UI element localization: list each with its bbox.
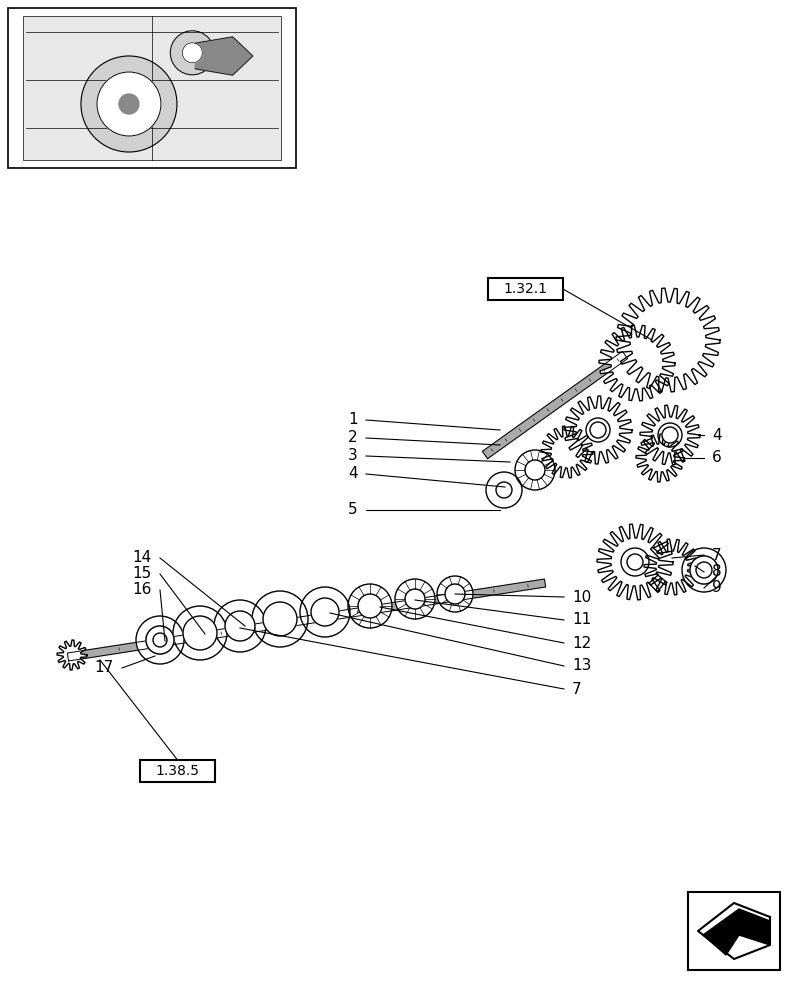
- Polygon shape: [57, 640, 87, 670]
- Circle shape: [182, 43, 202, 63]
- Text: 10: 10: [571, 589, 590, 604]
- Circle shape: [81, 56, 177, 152]
- Polygon shape: [482, 351, 627, 459]
- Text: 4: 4: [711, 428, 721, 442]
- Text: 5: 5: [348, 502, 358, 518]
- Circle shape: [444, 584, 465, 604]
- Circle shape: [311, 598, 338, 626]
- Text: 15: 15: [132, 566, 152, 582]
- Text: 11: 11: [571, 612, 590, 628]
- Polygon shape: [702, 909, 769, 955]
- Circle shape: [182, 616, 217, 650]
- Circle shape: [358, 594, 381, 618]
- Circle shape: [97, 72, 161, 136]
- Text: 8: 8: [711, 564, 721, 580]
- Bar: [487, 278, 562, 300]
- Text: 1.38.5: 1.38.5: [156, 764, 200, 778]
- Polygon shape: [195, 37, 252, 75]
- Polygon shape: [635, 434, 683, 482]
- Circle shape: [695, 562, 711, 578]
- Circle shape: [135, 616, 184, 664]
- Circle shape: [405, 589, 424, 609]
- Circle shape: [152, 633, 167, 647]
- Circle shape: [173, 606, 227, 660]
- Text: 1.32.1: 1.32.1: [503, 282, 547, 296]
- Circle shape: [348, 584, 392, 628]
- Polygon shape: [596, 524, 672, 600]
- Bar: [687, 892, 779, 970]
- Circle shape: [514, 450, 554, 490]
- Text: 4: 4: [348, 466, 358, 482]
- Polygon shape: [639, 405, 699, 465]
- Circle shape: [119, 94, 139, 114]
- Text: 1: 1: [348, 412, 358, 428]
- Bar: [139, 760, 215, 782]
- Circle shape: [661, 427, 677, 443]
- Circle shape: [620, 548, 648, 576]
- Text: 13: 13: [571, 658, 590, 674]
- Polygon shape: [616, 288, 719, 392]
- Polygon shape: [540, 426, 592, 478]
- Circle shape: [214, 600, 266, 652]
- Circle shape: [689, 556, 717, 584]
- Text: 7: 7: [711, 548, 721, 562]
- Circle shape: [146, 626, 174, 654]
- Text: 6: 6: [711, 450, 721, 466]
- Circle shape: [586, 418, 609, 442]
- Polygon shape: [67, 579, 545, 661]
- Circle shape: [263, 602, 297, 636]
- Circle shape: [590, 422, 605, 438]
- Text: 17: 17: [95, 660, 114, 676]
- Circle shape: [626, 554, 642, 570]
- Text: 12: 12: [571, 636, 590, 650]
- Circle shape: [657, 423, 681, 447]
- Circle shape: [299, 587, 350, 637]
- Circle shape: [436, 576, 473, 612]
- Polygon shape: [564, 396, 631, 464]
- Circle shape: [496, 482, 512, 498]
- Text: 3: 3: [348, 448, 358, 464]
- Circle shape: [486, 472, 521, 508]
- Text: 16: 16: [132, 582, 152, 597]
- Circle shape: [525, 460, 544, 480]
- Polygon shape: [643, 539, 699, 595]
- Circle shape: [146, 626, 174, 654]
- Circle shape: [225, 611, 255, 641]
- Circle shape: [689, 556, 717, 584]
- Polygon shape: [599, 325, 674, 401]
- Circle shape: [394, 579, 435, 619]
- Circle shape: [251, 591, 307, 647]
- Text: 14: 14: [132, 550, 152, 566]
- Text: 7: 7: [571, 682, 581, 696]
- Bar: [23, 16, 281, 160]
- Circle shape: [681, 548, 725, 592]
- Bar: [8, 8, 296, 168]
- Text: 2: 2: [348, 430, 358, 446]
- Text: 9: 9: [711, 580, 721, 595]
- Circle shape: [170, 31, 214, 75]
